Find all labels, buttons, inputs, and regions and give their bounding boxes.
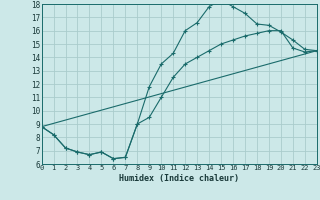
X-axis label: Humidex (Indice chaleur): Humidex (Indice chaleur) [119, 174, 239, 183]
